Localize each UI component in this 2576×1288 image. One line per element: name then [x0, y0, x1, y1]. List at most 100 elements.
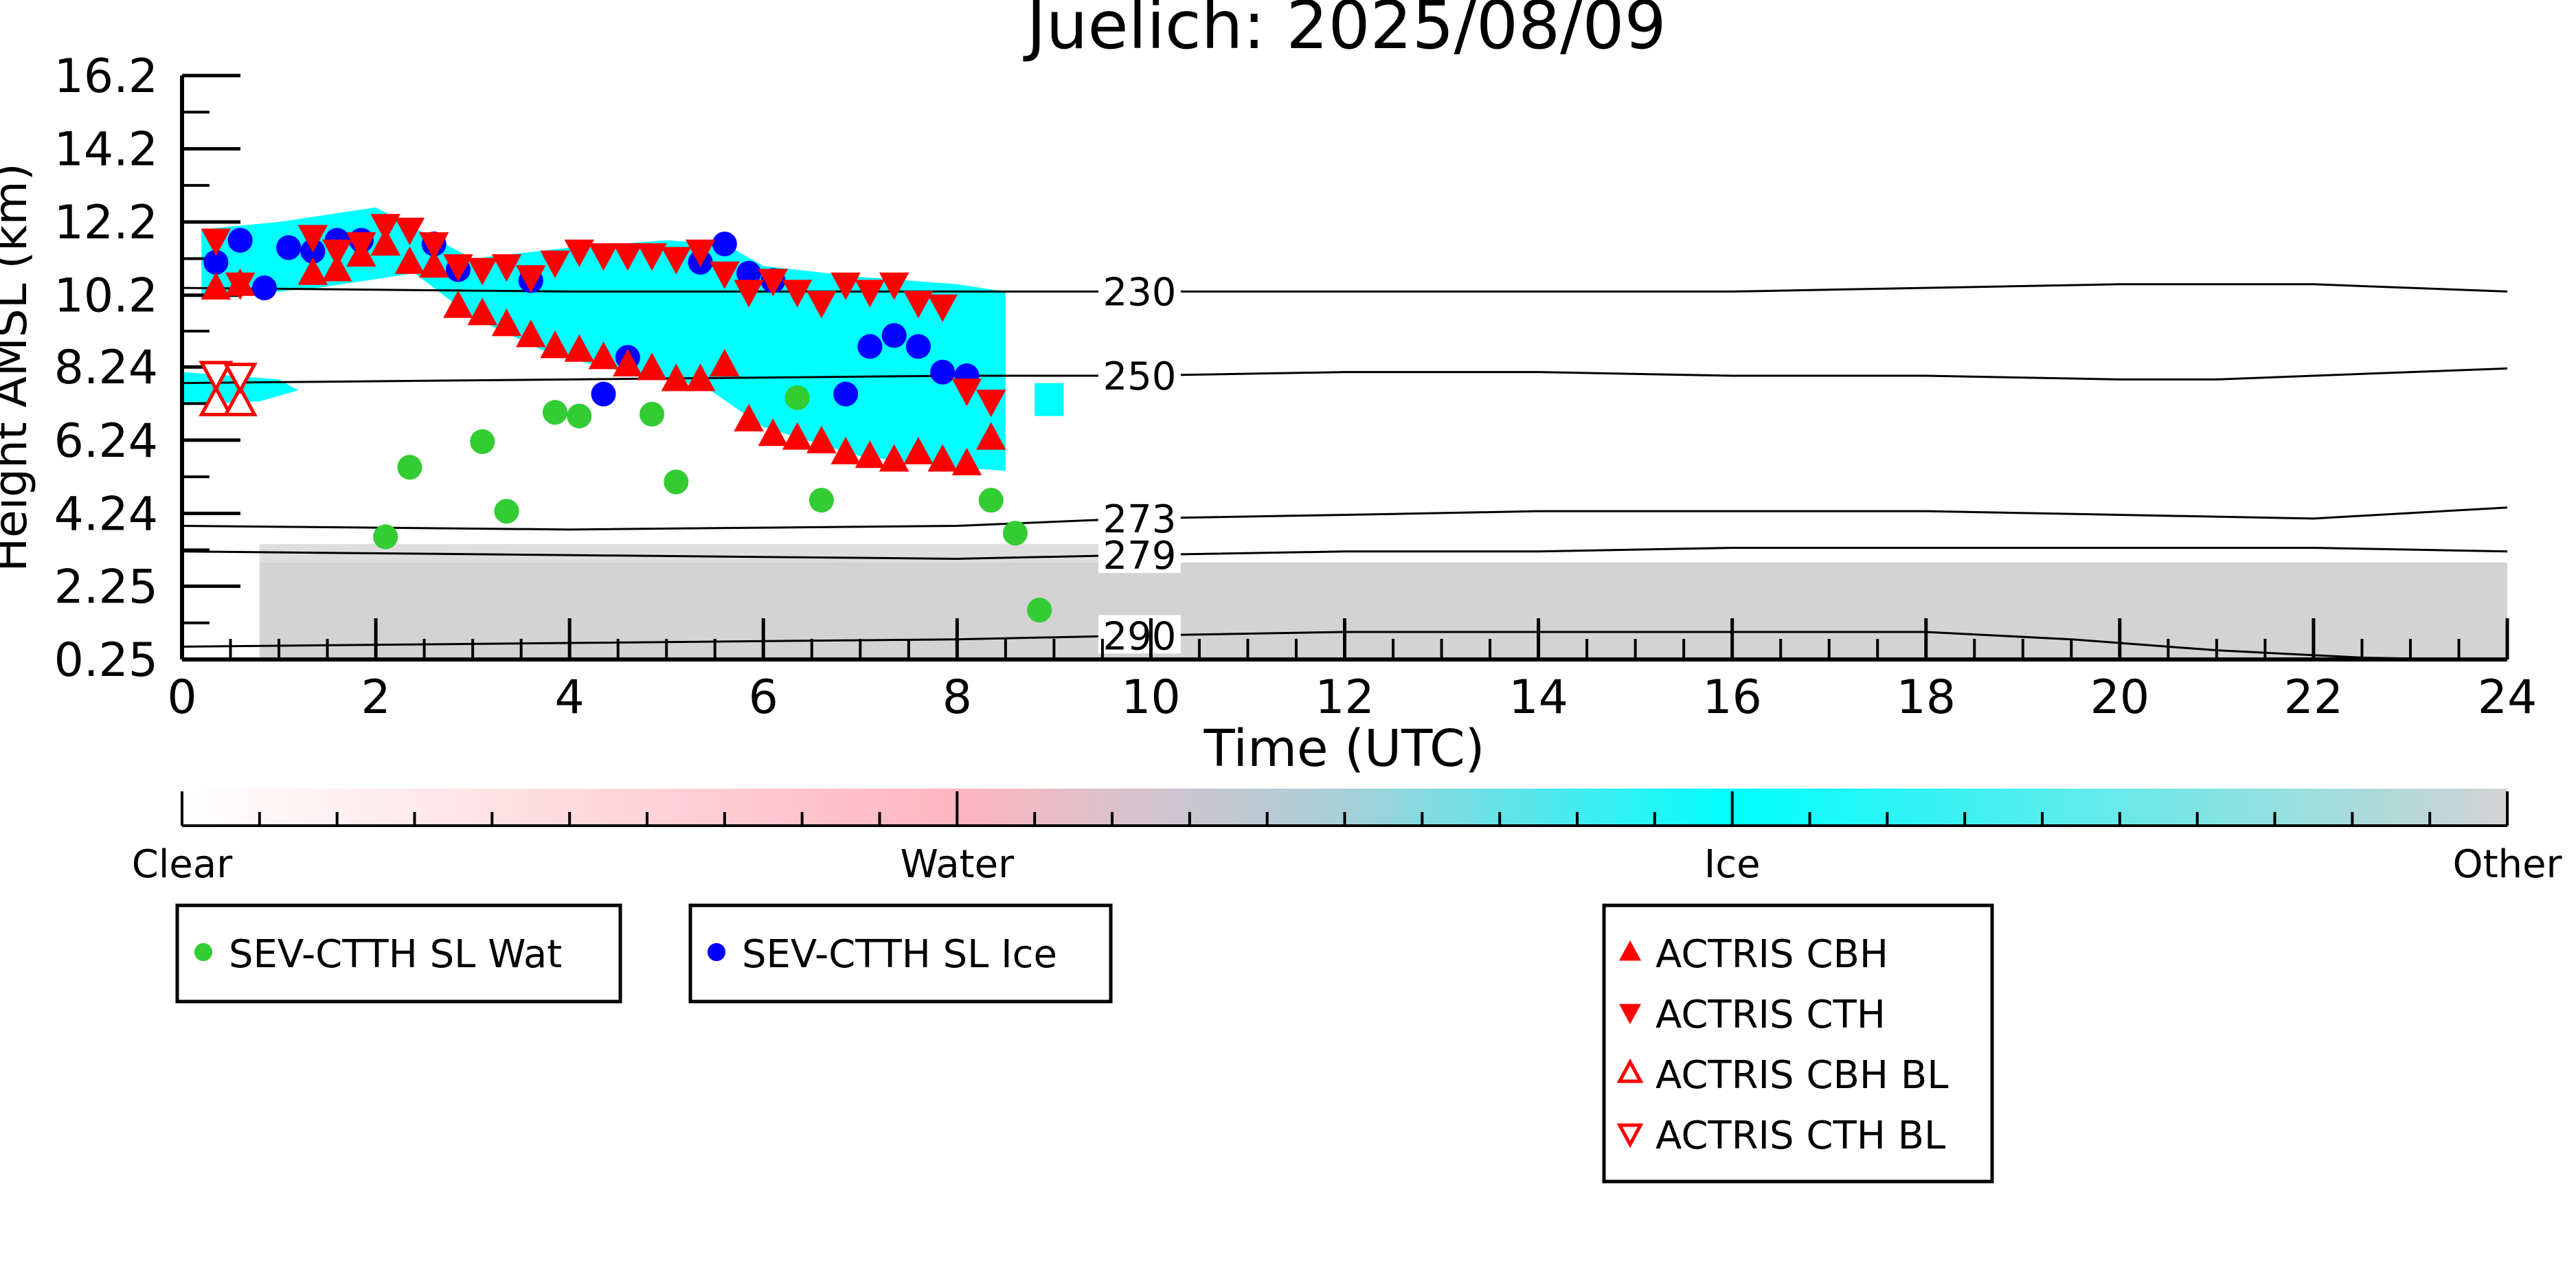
- actris-cth-point: [975, 389, 1006, 418]
- x-axis-ticks: 0 2 4 6 8 10 12 14 16 18 20 22 24: [167, 618, 2537, 725]
- actris-cbh-point: [831, 436, 861, 464]
- actris-cth-point: [951, 379, 982, 407]
- isotherm-label: 273: [1103, 497, 1176, 542]
- actris-cth-point: [613, 243, 643, 271]
- y-tick-label: 6.24: [54, 414, 158, 468]
- isotherm-label-bg: [1098, 271, 1181, 310]
- sev-ctth-sl-wat-point: [542, 400, 568, 425]
- sev-ctth-sl-ice-point: [712, 231, 737, 257]
- sev-ctth-sl-ice-point: [203, 249, 229, 275]
- x-tick-label: 2: [361, 670, 390, 725]
- colorbar-label: Clear: [132, 842, 233, 887]
- isotherm-label: 290: [1103, 614, 1176, 659]
- isotherm-line: [181, 367, 2508, 385]
- isotherm-label: 230: [1103, 270, 1176, 315]
- actris-cth-point: [903, 291, 934, 319]
- actris-cth-point: [346, 232, 376, 260]
- legend-box: [175, 903, 622, 1004]
- legend-label: ACTRIS CBH BL: [1656, 1053, 1948, 1098]
- legend-marker: [1616, 1058, 1644, 1083]
- actris-cth-point: [855, 280, 885, 308]
- actris-cbh-bl-point: [199, 384, 234, 416]
- sev-ctth-sl-wat-point: [373, 524, 398, 550]
- isotherm-line: [181, 506, 2508, 531]
- sev-ctth-sl-ice-point: [930, 359, 956, 385]
- actris-cbh-point: [297, 257, 328, 285]
- colorbar-label: Ice: [1704, 842, 1761, 887]
- actris-cth-point: [758, 269, 789, 297]
- sev-ctth-sl-wat-point: [470, 429, 495, 454]
- colorbar-label: Other: [2452, 842, 2562, 887]
- actris-cth-point: [661, 247, 692, 275]
- actris-cbh-point: [758, 418, 789, 447]
- actris-cbh-point: [637, 352, 667, 381]
- actris-cbh-point: [734, 403, 764, 431]
- actris-cth-point: [806, 291, 837, 319]
- colorbar-label: Water: [901, 842, 1015, 887]
- sev-ctth-sl-ice-point: [905, 334, 931, 359]
- actris-cbh-point: [443, 290, 473, 318]
- actris-cth-point: [491, 254, 522, 282]
- sev-ctth-sl-ice-point: [881, 323, 907, 348]
- x-tick-label: 14: [1509, 670, 1568, 725]
- actris-cth-point: [685, 239, 716, 267]
- actris-cbh-point: [491, 308, 522, 337]
- colorbar-ticks: Clear Water Ice Other: [132, 791, 2562, 887]
- sev-ctth-sl-ice-point: [227, 227, 253, 253]
- actris-cth-point: [564, 239, 595, 267]
- y-tick-label: 8.24: [54, 341, 158, 395]
- y-tick-label: 2.25: [54, 560, 158, 614]
- actris-cth-point: [588, 243, 619, 271]
- actris-cbh-point: [370, 228, 400, 256]
- sev-ctth-sl-wat-point: [1002, 521, 1028, 546]
- sev-ctth-sl-wat-point: [978, 488, 1004, 513]
- actris-cth-point: [540, 250, 570, 278]
- isotherm-label: 250: [1103, 354, 1176, 399]
- sev-ctth-sl-ice-point: [833, 381, 859, 407]
- isotherm-label-bg: [1098, 534, 1181, 574]
- legend-marker: [1618, 940, 1642, 961]
- actris-cbh-point: [467, 297, 497, 326]
- x-tick-label: 8: [942, 670, 972, 725]
- legend-box: [1602, 903, 1994, 1184]
- legend-label: ACTRIS CTH: [1656, 993, 1886, 1037]
- actris-cth-point: [370, 214, 400, 242]
- sev-ctth-sl-wat-point: [784, 385, 810, 411]
- actris-cth-point: [710, 261, 740, 289]
- legend-marker: [194, 942, 213, 962]
- legend-marker: [1618, 1004, 1642, 1025]
- x-tick-label: 6: [749, 670, 778, 725]
- actris-cbh-point: [661, 363, 692, 392]
- x-axis-label: Time (UTC): [1203, 719, 1484, 778]
- isotherm-label-bg: [1098, 497, 1181, 536]
- ice-cloud-region: [1035, 383, 1064, 416]
- x-tick-label: 20: [2090, 670, 2150, 725]
- sev-ctth-sl-ice-point: [591, 381, 616, 407]
- actris-cth-point: [297, 225, 328, 253]
- other-region: [259, 562, 2508, 659]
- x-tick-label: 16: [1702, 670, 1762, 725]
- y-tick-label: 0.25: [54, 633, 158, 688]
- actris-cbh-point: [516, 319, 546, 348]
- sev-ctth-sl-ice-point: [276, 235, 302, 260]
- x-tick-label: 24: [2478, 670, 2538, 725]
- legend: SEV-CTTH SL Wat SEV-CTTH SL Ice ACTRIS CBH…: [175, 903, 1994, 1184]
- actris-cth-point: [734, 280, 764, 308]
- actris-cth-point: [443, 254, 473, 282]
- actris-cth-point: [831, 272, 861, 300]
- y-tick-label: 14.2: [54, 123, 158, 177]
- isotherm-line: [181, 631, 2459, 661]
- actris-cth-point: [394, 217, 425, 245]
- actris-cbh-point: [321, 253, 352, 282]
- actris-cbh-point: [710, 348, 740, 377]
- actris-cbh-point: [782, 422, 813, 450]
- y-tick-label: 16.2: [54, 49, 158, 104]
- legend-label: SEV-CTTH SL Wat: [229, 932, 562, 977]
- legend-marker: [707, 942, 726, 962]
- x-tick-label: 18: [1896, 670, 1956, 725]
- legend-label: ACTRIS CTH BL: [1656, 1114, 1945, 1158]
- sev-ctth-sl-wat-point: [567, 403, 592, 429]
- actris-cbh-point: [394, 246, 425, 274]
- actris-cbh-point: [806, 425, 837, 453]
